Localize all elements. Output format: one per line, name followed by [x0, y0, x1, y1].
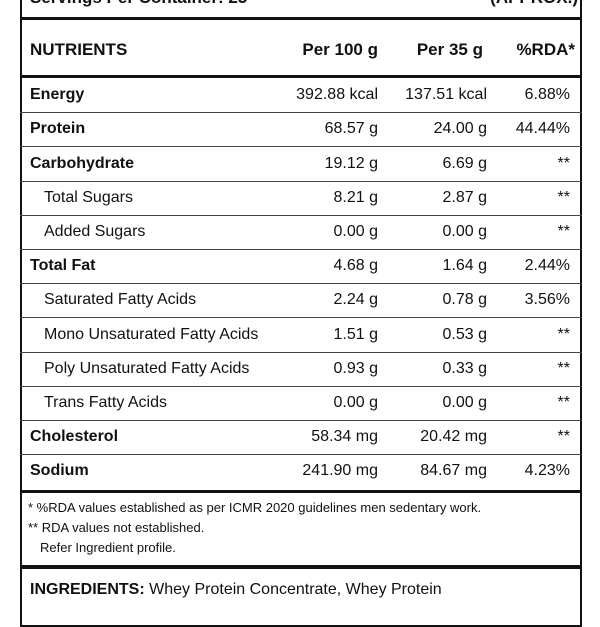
nutrient-name: Total Fat: [30, 257, 96, 275]
row-rule: [20, 385, 582, 387]
per-100g: 8.21 g: [333, 188, 378, 206]
per-35g: 1.64 g: [442, 257, 487, 275]
rda: 6.88%: [524, 86, 570, 104]
rda: 4.23%: [524, 462, 570, 480]
nutrient-name: Carbohydrate: [30, 154, 135, 172]
header-per-100g: Per 100 g: [302, 40, 378, 59]
rda: **: [557, 154, 570, 172]
rule: [20, 490, 582, 494]
row-rule: [20, 454, 582, 456]
ingredients-text: Whey Protein Concentrate, Whey Protein: [149, 581, 442, 598]
rda: **: [557, 222, 570, 240]
per-100g: 4.68 g: [333, 257, 378, 275]
ingredients-label: INGREDIENTS:: [30, 581, 145, 598]
nutrient-name: Protein: [30, 120, 86, 138]
nutrient-name: Saturated Fatty Acids: [44, 291, 197, 309]
row-rule: [20, 146, 582, 148]
row-rule: [20, 420, 582, 421]
header-nutrients: NUTRIENTS: [30, 40, 128, 59]
nutrient-name: Cholesterol: [30, 428, 119, 446]
header-per-35g: Per 35 g: [416, 40, 483, 59]
nutrient-name: Sodium: [30, 462, 89, 480]
nutrient-name: Added Sugars: [44, 222, 146, 240]
per-100g: 392.88 kcal: [296, 86, 378, 104]
nutrient-name: Total Sugars: [44, 188, 133, 206]
ingredients: INGREDIENTS: Whey Protein Concentrate, W…: [30, 581, 442, 599]
rda: **: [557, 393, 570, 411]
per-100g: 1.51 g: [333, 325, 378, 343]
approx: (APPROX.): [490, 0, 578, 8]
per-35g: 137.51 kcal: [405, 86, 487, 104]
rule: [20, 17, 582, 20]
per-100g: 19.12 g: [324, 154, 378, 172]
row-rule: [20, 283, 582, 285]
rda: **: [557, 359, 570, 377]
nutrient-name: Poly Unsaturated Fatty Acids: [44, 359, 250, 377]
per-35g: 20.42 mg: [420, 428, 487, 446]
per-35g: 0.00 g: [442, 222, 487, 240]
per-35g: 84.67 mg: [420, 462, 487, 480]
footnote: ** RDA values not established.: [28, 520, 205, 535]
rda: 44.44%: [515, 120, 570, 138]
nutrient-name: Trans Fatty Acids: [44, 393, 167, 411]
footnote: * %RDA values established as per ICMR 20…: [28, 500, 482, 515]
servings: Servings Per Container: 25: [30, 0, 247, 8]
per-35g: 0.53 g: [442, 325, 487, 343]
per-35g: 0.78 g: [442, 291, 487, 309]
per-100g: 241.90 mg: [302, 462, 378, 480]
per-35g: 0.00 g: [442, 393, 487, 411]
rda: 2.44%: [524, 257, 570, 275]
row-rule: [20, 214, 582, 216]
per-100g: 0.93 g: [333, 359, 378, 377]
row-rule: [20, 180, 582, 182]
row-rule: [20, 112, 582, 114]
per-35g: 0.33 g: [442, 359, 487, 377]
row-rule: [20, 249, 582, 250]
rda: **: [557, 188, 570, 206]
rule: [20, 75, 582, 78]
row-rule: [20, 317, 582, 319]
per-35g: 6.69 g: [442, 154, 487, 172]
footnote: Refer Ingredient profile.: [40, 540, 176, 555]
nutrient-name: Energy: [30, 86, 85, 104]
rda: **: [557, 428, 570, 446]
per-100g: 0.00 g: [333, 393, 378, 411]
row-rule: [20, 351, 582, 353]
page: {"servings": "Servings Per Container: 25…: [20, 0, 582, 627]
per-100g: 2.24 g: [333, 291, 378, 309]
per-35g: 24.00 g: [433, 120, 487, 138]
per-100g: 58.34 mg: [311, 428, 378, 446]
nutrient-name: Mono Unsaturated Fatty Acids: [44, 325, 259, 343]
per-100g: 68.57 g: [324, 120, 378, 138]
per-100g: 0.00 g: [333, 222, 378, 240]
rda: 3.56%: [524, 291, 570, 309]
header-rda: %RDA*: [516, 40, 575, 59]
rda: **: [557, 325, 570, 343]
per-35g: 2.87 g: [442, 188, 487, 206]
